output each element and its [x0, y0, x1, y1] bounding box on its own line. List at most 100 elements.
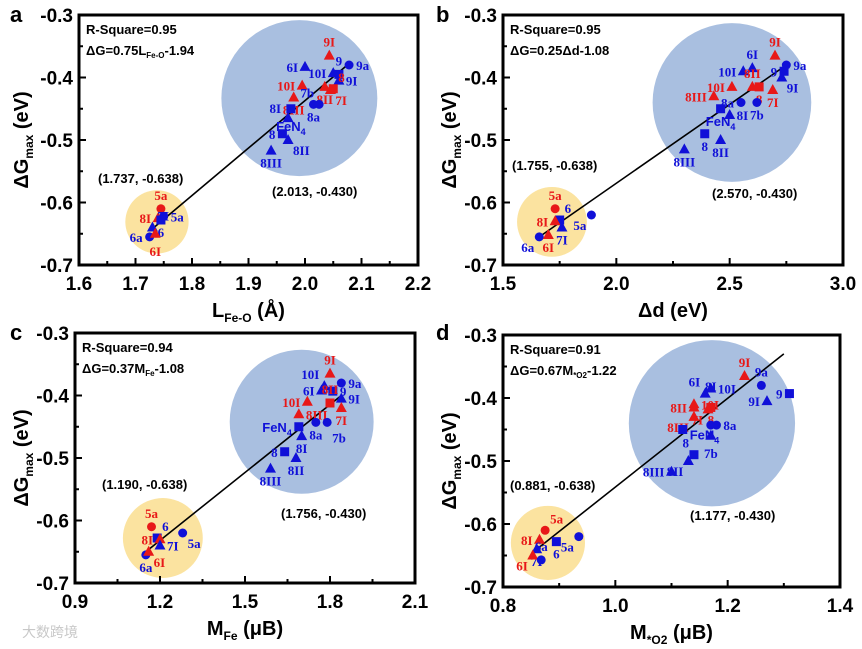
point-label: 7I [767, 95, 779, 110]
x-tick-label: 2.0 [603, 274, 629, 295]
x-tick-label: 0.8 [490, 596, 516, 617]
point-label: 8a [307, 109, 321, 124]
y-tick-label: -0.3 [464, 6, 497, 27]
equation-main: ΔG=0.67M [510, 363, 573, 378]
x-tick-label: 1.6 [66, 274, 92, 295]
point-label: 8III [685, 89, 707, 104]
x-tick-label: 1.5 [490, 274, 517, 295]
data-point-triangle [335, 402, 347, 412]
point-label: 8 [269, 127, 276, 142]
data-point-triangle [761, 395, 773, 406]
point-label: 6a [139, 560, 153, 575]
point-label: 6I [303, 384, 315, 399]
data-point-triangle [282, 134, 294, 144]
point-label: 9I [348, 392, 360, 407]
data-point-square [784, 389, 794, 399]
y-axis-label-unit: (eV) [439, 412, 461, 455]
point-label: 8I [521, 533, 533, 548]
coordinate-annotation: (1.190, -0.638) [102, 477, 187, 492]
data-point-triangle [705, 382, 717, 393]
data-point-circle [314, 99, 324, 109]
point-label: 8II [744, 66, 761, 81]
data-point-square [689, 450, 699, 460]
coordinate-annotation: (0.881, -0.638) [510, 478, 595, 493]
data-point-triangle [290, 452, 302, 462]
point-label: 8II [322, 382, 339, 397]
data-point-triangle [699, 387, 711, 398]
data-point-square [551, 537, 561, 547]
x-tick-label: 1.2 [714, 596, 740, 617]
data-point-square [294, 422, 304, 432]
data-point-triangle [154, 539, 166, 550]
y-tick-label: -0.5 [36, 449, 69, 470]
point-label: 9I [748, 394, 760, 409]
x-tick-label: 2.1 [348, 274, 375, 295]
point-label: 8a [309, 427, 323, 442]
data-point-circle [550, 204, 560, 214]
data-point-triangle [702, 403, 714, 414]
point-label: 6I [286, 60, 298, 75]
point-label: 10I [718, 64, 736, 79]
data-point-circle [534, 232, 544, 242]
point-label: 6a [130, 230, 144, 245]
equation-main: ΔG=0.37M [82, 361, 145, 376]
data-point-circle [336, 378, 346, 388]
data-point-triangle [726, 80, 738, 91]
highlight-region [229, 349, 374, 494]
data-point-square [152, 533, 162, 543]
equation-sub: *O2 [573, 371, 587, 380]
data-point-circle [178, 528, 188, 538]
y-tick-label: -0.4 [36, 387, 69, 408]
data-point-square [286, 104, 296, 114]
data-point-triangle [301, 395, 313, 406]
equation-tail: -1.08 [155, 361, 185, 376]
data-point-circle [706, 420, 716, 430]
point-label: 7b [750, 108, 764, 123]
point-label: 10I [282, 395, 300, 410]
data-point-triangle [688, 401, 700, 412]
point-label: 8I [705, 379, 717, 394]
panel-letter: d [436, 320, 449, 345]
data-point-triangle [296, 79, 308, 90]
coordinate-annotation: (2.013, -0.430) [272, 184, 357, 199]
point-label: 7I [335, 93, 347, 108]
data-point-triangle [316, 384, 327, 395]
data-point-triangle [282, 112, 294, 123]
data-point-triangle [767, 84, 779, 94]
data-point-triangle [688, 410, 700, 421]
data-point-triangle [549, 215, 561, 226]
data-point-triangle [708, 90, 720, 101]
point-label: 8III [260, 474, 282, 489]
data-point-square [280, 447, 290, 457]
y-tick-label: -0.7 [40, 256, 73, 277]
point-label: 9 [336, 53, 343, 68]
y-axis-label-unit: (eV) [439, 91, 461, 134]
data-point-triangle [531, 543, 543, 554]
point-label: 7b [300, 85, 314, 100]
x-axis-label: Δd (eV) [638, 300, 708, 322]
point-label: 8III [673, 154, 695, 169]
x-axis-label: MFe (μB) [207, 618, 283, 643]
equation-tail: -1.22 [587, 363, 617, 378]
point-label: 8III [643, 465, 665, 480]
y-tick-label: -0.3 [464, 326, 497, 347]
data-point-triangle [666, 465, 677, 476]
y-tick-label: -0.6 [40, 194, 73, 215]
data-point-triangle [296, 430, 308, 441]
y-tick-label: -0.6 [464, 194, 497, 215]
point-label: 7I [336, 413, 348, 428]
x-tick-label: 1.2 [147, 592, 173, 613]
data-point-triangle [556, 221, 568, 232]
point-label: 8a [723, 418, 737, 433]
point-label: FeN4 [262, 420, 292, 438]
data-point-triangle [739, 369, 751, 380]
point-label: 8a [721, 96, 735, 111]
data-point-triangle [534, 533, 546, 544]
y-axis-label-main: ΔG [11, 159, 33, 189]
data-point-square [706, 402, 716, 412]
data-point-triangle [293, 408, 305, 419]
point-label: 5a [171, 209, 185, 224]
point-label: FeN4 [706, 114, 736, 132]
